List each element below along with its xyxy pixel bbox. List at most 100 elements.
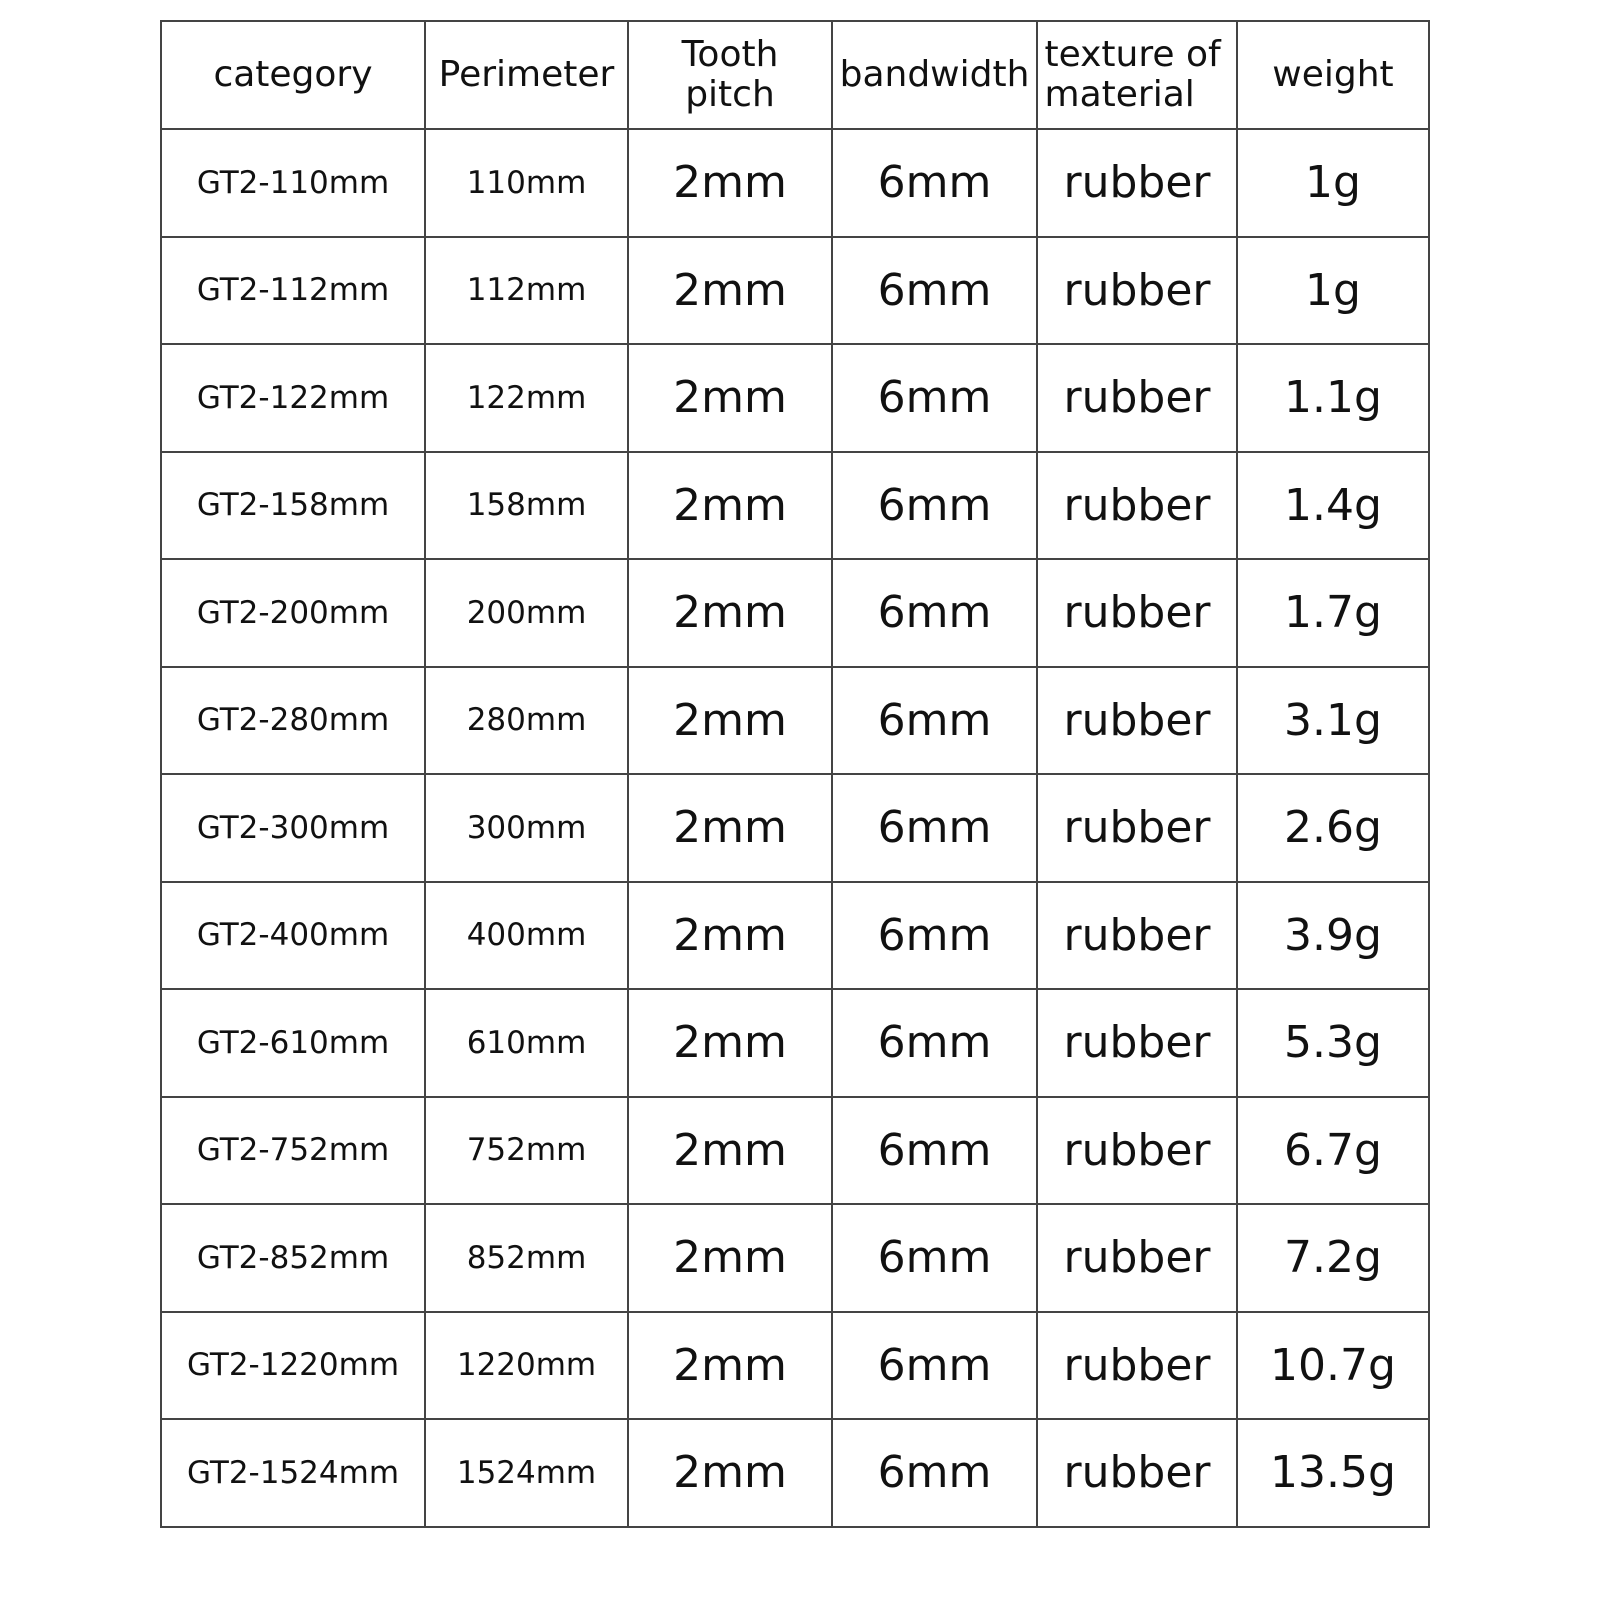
table-cell: 2mm [627, 773, 833, 883]
header-text: weight [1272, 54, 1394, 95]
table-row: GT2-300mm 300mm 2mm 6mm rubber 2.6g [160, 773, 1430, 883]
table-cell: 6mm [831, 450, 1038, 560]
header-cell: Tooth pitch [627, 20, 833, 130]
table-cell: 1.1g [1236, 343, 1430, 453]
table-cell: rubber [1036, 1418, 1238, 1528]
table-cell: 610mm [424, 988, 629, 1098]
table-cell: 7.2g [1236, 1203, 1430, 1313]
table-cell: rubber [1036, 128, 1238, 238]
table-cell: 280mm [424, 665, 629, 775]
table-cell: GT2-300mm [160, 773, 426, 883]
table-cell: 852mm [424, 1203, 629, 1313]
table-cell: rubber [1036, 343, 1238, 453]
spec-table-container: category Perimeter Tooth pitch bandwidth tex… [160, 20, 1430, 1528]
table-cell: 13.5g [1236, 1418, 1430, 1528]
table-cell: rubber [1036, 235, 1238, 345]
table-cell: 2mm [627, 450, 833, 560]
table-header: category Perimeter Tooth pitch bandwidth tex… [160, 20, 1430, 130]
table-cell: 110mm [424, 128, 629, 238]
table-cell: rubber [1036, 988, 1238, 1098]
table-row: GT2-122mm 122mm 2mm 6mm rubber 1.1g [160, 343, 1430, 453]
table-row: GT2-112mm 112mm 2mm 6mm rubber 1g [160, 235, 1430, 345]
header-row: category Perimeter Tooth pitch bandwidth tex… [160, 20, 1430, 130]
table-cell: GT2-1220mm [160, 1310, 426, 1420]
table-cell: 158mm [424, 450, 629, 560]
table-cell: 200mm [424, 558, 629, 668]
table-cell: 400mm [424, 880, 629, 990]
table-cell: 2mm [627, 128, 833, 238]
table-cell: 3.1g [1236, 665, 1430, 775]
table-row: GT2-400mm 400mm 2mm 6mm rubber 3.9g [160, 880, 1430, 990]
table-cell: 6mm [831, 1418, 1038, 1528]
table-cell: 3.9g [1236, 880, 1430, 990]
header-cell: texture of material [1036, 20, 1238, 130]
table-cell: 2mm [627, 1418, 833, 1528]
table-cell: 10.7g [1236, 1310, 1430, 1420]
table-cell: 6mm [831, 1095, 1038, 1205]
table-cell: rubber [1036, 558, 1238, 668]
table-cell: GT2-610mm [160, 988, 426, 1098]
table-cell: 2mm [627, 558, 833, 668]
table-cell: 2mm [627, 665, 833, 775]
table-cell: GT2-158mm [160, 450, 426, 560]
table-row: GT2-1524mm 1524mm 2mm 6mm rubber 13.5g [160, 1418, 1430, 1528]
header-text: bandwidth [839, 54, 1030, 95]
table-cell: 2mm [627, 235, 833, 345]
table-cell: 6mm [831, 1310, 1038, 1420]
table-body: GT2-110mm 110mm 2mm 6mm rubber 1g GT2-112mm 112… [160, 128, 1430, 1528]
table-row: GT2-752mm 752mm 2mm 6mm rubber 6.7g [160, 1095, 1430, 1205]
table-row: GT2-280mm 280mm 2mm 6mm rubber 3.1g [160, 665, 1430, 775]
table-cell: 6.7g [1236, 1095, 1430, 1205]
table-cell: 1524mm [424, 1418, 629, 1528]
table-cell: 2mm [627, 1095, 833, 1205]
table-cell: GT2-122mm [160, 343, 426, 453]
table-cell: 1.4g [1236, 450, 1430, 560]
header-cell: weight [1236, 20, 1430, 130]
table-cell: 2mm [627, 988, 833, 1098]
table-cell: rubber [1036, 880, 1238, 990]
header-text: Perimeter [438, 54, 615, 95]
table-cell: 6mm [831, 343, 1038, 453]
header-cell: bandwidth [831, 20, 1038, 130]
table-cell: 752mm [424, 1095, 629, 1205]
table-row: GT2-610mm 610mm 2mm 6mm rubber 5.3g [160, 988, 1430, 1098]
table-cell: rubber [1036, 1310, 1238, 1420]
table-row: GT2-200mm 200mm 2mm 6mm rubber 1.7g [160, 558, 1430, 668]
table-cell: 122mm [424, 343, 629, 453]
header-cell: Perimeter [424, 20, 629, 130]
table-cell: 300mm [424, 773, 629, 883]
table-cell: 6mm [831, 1203, 1038, 1313]
table-cell: 6mm [831, 988, 1038, 1098]
table-cell: GT2-110mm [160, 128, 426, 238]
table-cell: 1g [1236, 128, 1430, 238]
table-cell: 6mm [831, 880, 1038, 990]
table-cell: GT2-280mm [160, 665, 426, 775]
table-cell: 2mm [627, 343, 833, 453]
table-cell: 1.7g [1236, 558, 1430, 668]
table-cell: rubber [1036, 773, 1238, 883]
table-cell: 5.3g [1236, 988, 1430, 1098]
header-text: category [213, 54, 373, 95]
table-cell: 6mm [831, 773, 1038, 883]
table-row: GT2-110mm 110mm 2mm 6mm rubber 1g [160, 128, 1430, 238]
table-cell: 112mm [424, 235, 629, 345]
header-text: texture of material [1044, 34, 1221, 115]
table-cell: 2mm [627, 1203, 833, 1313]
table-cell: 2mm [627, 1310, 833, 1420]
table-cell: 6mm [831, 128, 1038, 238]
table-cell: rubber [1036, 665, 1238, 775]
table-cell: GT2-400mm [160, 880, 426, 990]
table-cell: GT2-852mm [160, 1203, 426, 1313]
table-cell: 6mm [831, 665, 1038, 775]
header-text: Tooth pitch [681, 34, 779, 115]
table-cell: GT2-1524mm [160, 1418, 426, 1528]
table-cell: GT2-752mm [160, 1095, 426, 1205]
header-cell: category [160, 20, 426, 130]
table-cell: rubber [1036, 1203, 1238, 1313]
table-row: GT2-158mm 158mm 2mm 6mm rubber 1.4g [160, 450, 1430, 560]
table-cell: rubber [1036, 450, 1238, 560]
table-cell: GT2-112mm [160, 235, 426, 345]
table-row: GT2-1220mm 1220mm 2mm 6mm rubber 10.7g [160, 1310, 1430, 1420]
table-cell: 1220mm [424, 1310, 629, 1420]
